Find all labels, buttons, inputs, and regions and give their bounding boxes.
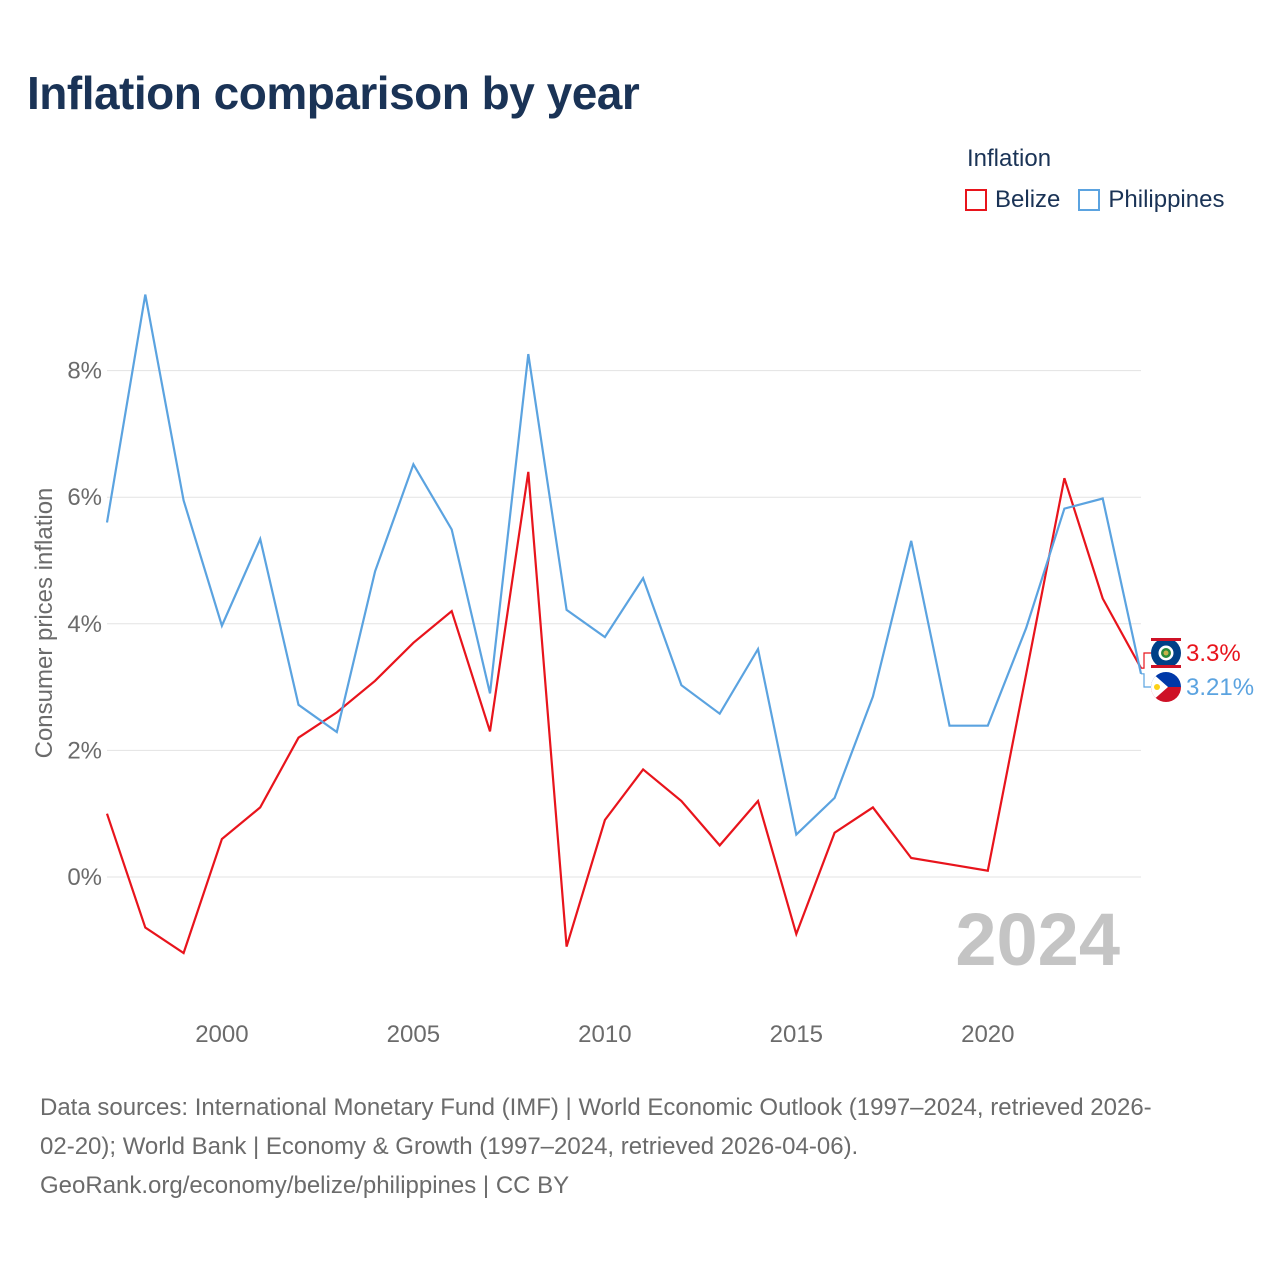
footer-line-1: Data sources: International Monetary Fun… xyxy=(40,1094,1152,1121)
chart-title: Inflation comparison by year xyxy=(27,67,640,119)
end-label-belize: 3.3% xyxy=(1186,640,1241,667)
philippines-flag-icon xyxy=(1151,672,1181,702)
x-tick-label: 2015 xyxy=(770,1021,823,1048)
y-tick-label: 8% xyxy=(67,358,102,385)
y-tick-label: 4% xyxy=(67,611,102,638)
legend-title: Inflation xyxy=(967,145,1052,172)
series-lines xyxy=(105,294,1143,955)
y-axis-label: Consumer prices inflation xyxy=(31,488,58,759)
legend-label-philippines: Philippines xyxy=(1108,186,1225,213)
legend-item-philippines[interactable]: Philippines xyxy=(1078,186,1224,214)
footer-line-2: 02-20); World Bank | Economy & Growth (1… xyxy=(40,1133,859,1160)
line-chart: 0% 2% 4% 6% 8% 2000 2005 2010 2015 2020 Consumer… xyxy=(31,294,1254,1048)
y-axis-ticks: 0% 2% 4% 6% 8% xyxy=(67,358,102,891)
end-connector-belize xyxy=(1141,652,1151,669)
x-axis-ticks: 2000 2005 2010 2015 2020 xyxy=(195,1021,1014,1048)
grid-lines xyxy=(107,370,1141,878)
legend: Belize Philippines xyxy=(965,186,1242,214)
end-markers: 3.3% 3.21% xyxy=(1141,638,1254,702)
x-tick-label: 2005 xyxy=(387,1021,440,1048)
series-line-philippines xyxy=(105,294,1143,837)
footer: Data sources: International Monetary Fun… xyxy=(40,1088,1250,1205)
belize-flag-icon xyxy=(1151,638,1181,668)
end-label-philippines: 3.21% xyxy=(1186,674,1254,701)
y-tick-label: 2% xyxy=(67,737,102,764)
footer-line-3[interactable]: GeoRank.org/economy/belize/philippines |… xyxy=(40,1172,570,1199)
x-tick-label: 2000 xyxy=(195,1021,248,1048)
y-tick-label: 6% xyxy=(67,484,102,511)
year-watermark: 2024 xyxy=(955,898,1120,981)
x-tick-label: 2010 xyxy=(578,1021,631,1048)
y-tick-label: 0% xyxy=(67,864,102,891)
legend-swatch-belize xyxy=(965,189,987,211)
legend-label-belize: Belize xyxy=(995,186,1061,213)
legend-item-belize[interactable]: Belize xyxy=(965,186,1060,214)
legend-swatch-philippines xyxy=(1078,189,1101,211)
end-connector-philippines xyxy=(1141,673,1151,688)
series-line-belize xyxy=(105,471,1142,955)
x-tick-label: 2020 xyxy=(961,1021,1014,1048)
